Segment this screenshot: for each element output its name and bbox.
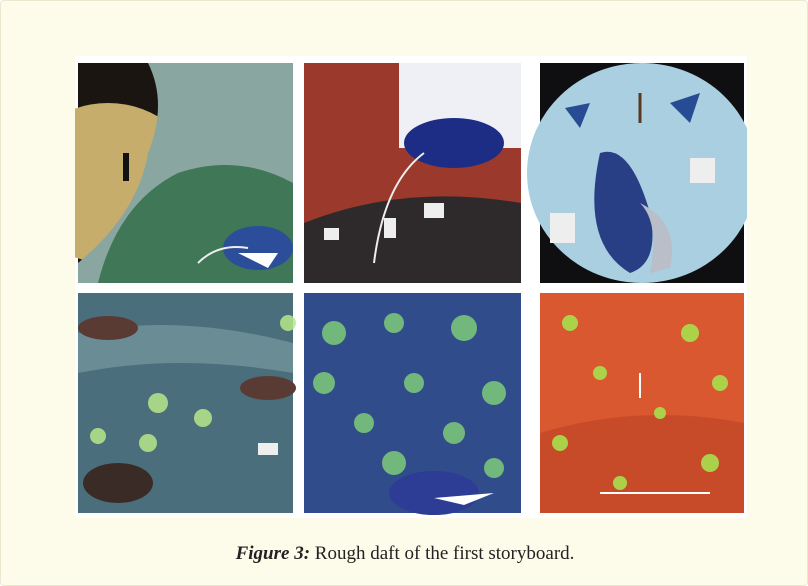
storyboard-images [18, 63, 757, 515]
storyboard-frame-5 [304, 293, 521, 515]
storyboard-frame-4 [78, 293, 296, 513]
storyboard-frame-3 [527, 63, 757, 283]
storyboard-frame-1 [18, 63, 293, 283]
storyboard-panel [18, 56, 757, 518]
figure-label: Figure 3: [235, 543, 311, 564]
figure-caption: Figure 3: Rough daft of the first storyb… [1, 543, 808, 565]
caption-text: Rough daft of the first storyboard. [314, 543, 575, 564]
storyboard-frame-2 [304, 63, 521, 283]
storyboard-frame-6 [540, 293, 744, 513]
